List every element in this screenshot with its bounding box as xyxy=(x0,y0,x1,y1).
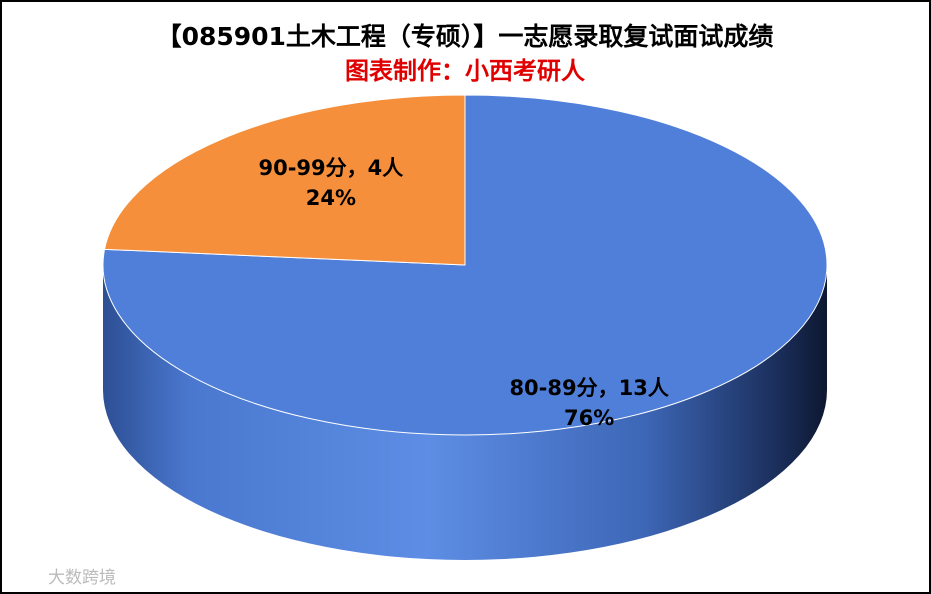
slice-side xyxy=(103,265,827,560)
chart-subtitle: 图表制作：小西考研人 xyxy=(345,57,585,85)
pie: 80-89分，13人 76% 90-99分，4人 24% xyxy=(102,94,828,560)
chart-title: 【085901土木工程（专硕）】一志愿录取复试面试成绩 xyxy=(157,22,774,51)
slice xyxy=(103,94,466,266)
percent-label: 76% xyxy=(564,406,614,430)
watermark: 大数跨境 xyxy=(48,568,116,588)
percent-label: 24% xyxy=(306,186,356,210)
slice-label: 80-89分，13人 xyxy=(509,376,668,400)
slice-label: 90-99分，4人 xyxy=(258,156,403,180)
